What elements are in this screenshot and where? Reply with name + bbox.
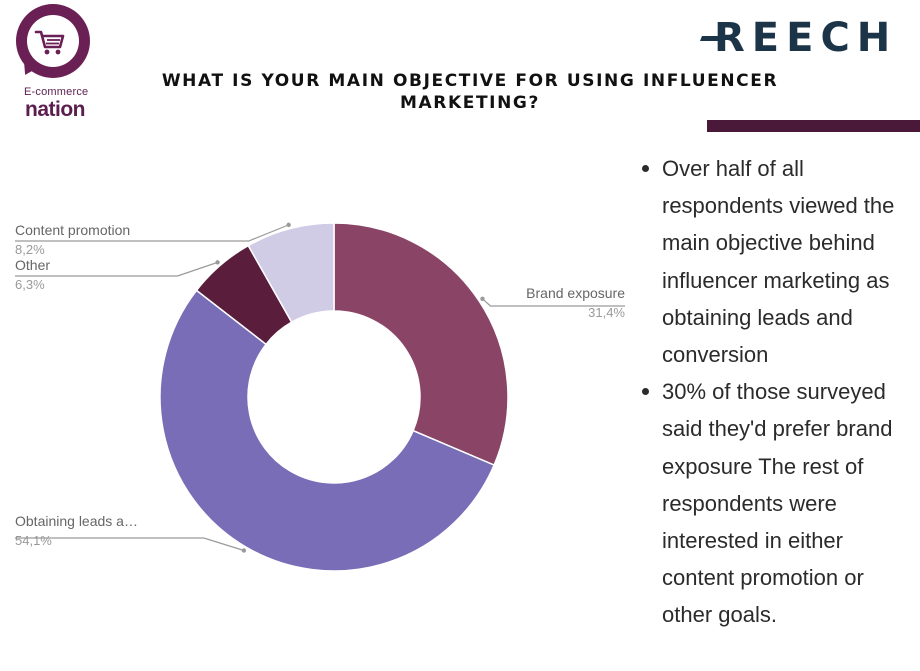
- reech-logo: REECH: [700, 14, 910, 62]
- logo-circle: [16, 4, 90, 78]
- shopping-cart-icon: [34, 30, 65, 55]
- leader-line: [15, 261, 218, 277]
- summary-bullets: Over half of all respondents viewed the …: [640, 150, 920, 634]
- slice-category-label: Other: [15, 257, 50, 273]
- logo-text-line2: nation: [25, 98, 86, 121]
- slice-value-label: 8,2%: [15, 242, 45, 257]
- bullet-item: Over half of all respondents viewed the …: [640, 150, 920, 373]
- leader-line: [15, 537, 245, 552]
- slice-value-label: 31,4%: [588, 305, 625, 320]
- bullet-item: 30% of those surveyed said they'd prefer…: [640, 373, 920, 633]
- brand-name: REECH: [714, 15, 898, 61]
- slice-category-label: Obtaining leads a…: [15, 513, 138, 529]
- slice-value-label: 54,1%: [15, 533, 52, 548]
- slice-category-label: Content promotion: [15, 222, 130, 238]
- slice-category-label: Brand exposure: [526, 285, 625, 301]
- title-accent-bar: [707, 120, 920, 132]
- leader-line: [15, 224, 289, 242]
- ecommerce-nation-logo: E-commerce nation: [14, 4, 98, 121]
- leader-line: [482, 298, 625, 307]
- donut-slice: [333, 222, 509, 467]
- donut-slice: [247, 222, 335, 324]
- page-title: WHAT IS YOUR MAIN OBJECTIVE FOR USING IN…: [161, 71, 779, 113]
- slice-value-label: 6,3%: [15, 277, 45, 292]
- brand-swoosh-icon: [700, 36, 724, 41]
- donut-chart: Brand exposure 31,4% Obtaining leads a… 54,…: [15, 222, 625, 572]
- donut-slice: [159, 289, 496, 572]
- logo-text-line1: E-commerce: [24, 86, 89, 98]
